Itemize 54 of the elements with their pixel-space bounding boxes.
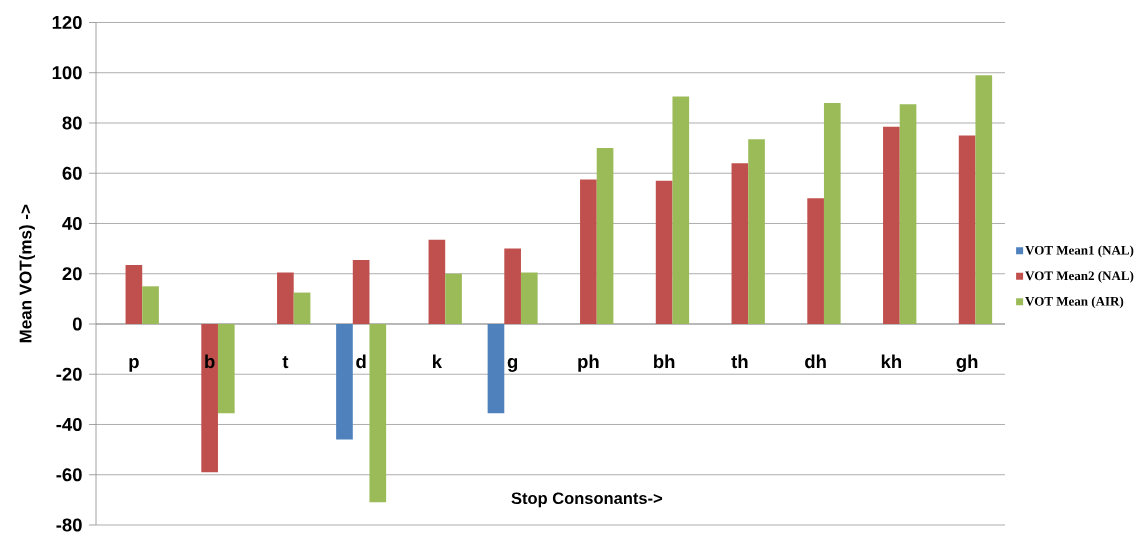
x-tick-label: p [129, 358, 139, 372]
bar [369, 323, 387, 503]
bar [125, 264, 143, 324]
legend-label: VOT Mean2 (NAL) [1025, 270, 1134, 283]
x-tick-label: dh [805, 354, 826, 369]
x-tick-label: d [356, 354, 366, 369]
bar [958, 135, 976, 324]
x-tick-label: t [282, 355, 289, 369]
x-tick-label: k [433, 354, 443, 368]
bar [672, 96, 690, 324]
bar [748, 139, 765, 324]
x-axis-title: Stop Consonants-> [511, 492, 663, 508]
bar [201, 323, 218, 473]
legend-label: VOT Mean1 (NAL) [1025, 245, 1134, 258]
y-tick-label: 60 [62, 166, 82, 180]
legend-label: VOT Mean (AIR) [1025, 296, 1124, 309]
x-tick-label: bh [654, 354, 675, 369]
x-tick-label: ph [578, 354, 599, 372]
y-tick-label: -40 [56, 417, 82, 432]
bar [596, 148, 614, 324]
bar [975, 75, 993, 324]
bar [217, 323, 235, 414]
y-tick-label: -80 [56, 518, 82, 532]
x-tick-label: g [507, 358, 518, 372]
x-tick-label: gh [956, 354, 978, 372]
bar [731, 163, 749, 324]
bar [504, 248, 521, 324]
bar [807, 198, 824, 324]
y-tick-label: 40 [62, 216, 82, 231]
y-tick-label: 100 [52, 66, 82, 80]
bar [428, 239, 446, 324]
x-tick-label: kh [881, 354, 902, 368]
bar [445, 273, 462, 324]
bar [336, 323, 353, 440]
y-tick-label: 20 [62, 267, 82, 281]
y-tick-label: 80 [62, 116, 82, 130]
bar [899, 104, 917, 324]
bar [655, 180, 673, 324]
y-tick-label: 0 [72, 317, 82, 331]
y-tick-label: -20 [56, 367, 82, 381]
bar [823, 102, 841, 324]
bar [277, 272, 294, 324]
x-tick-label: b [205, 354, 215, 369]
bar [293, 292, 311, 324]
y-tick-label: 120 [52, 15, 82, 30]
bar [883, 126, 900, 324]
y-axis-title: Mean VOT(ms) -> [19, 204, 35, 343]
bar [352, 259, 370, 324]
bar [520, 272, 538, 324]
y-tick-label: -60 [56, 468, 82, 482]
bar [487, 323, 505, 414]
bar [142, 286, 159, 324]
x-tick-label: th [731, 354, 748, 369]
bar [580, 179, 597, 324]
